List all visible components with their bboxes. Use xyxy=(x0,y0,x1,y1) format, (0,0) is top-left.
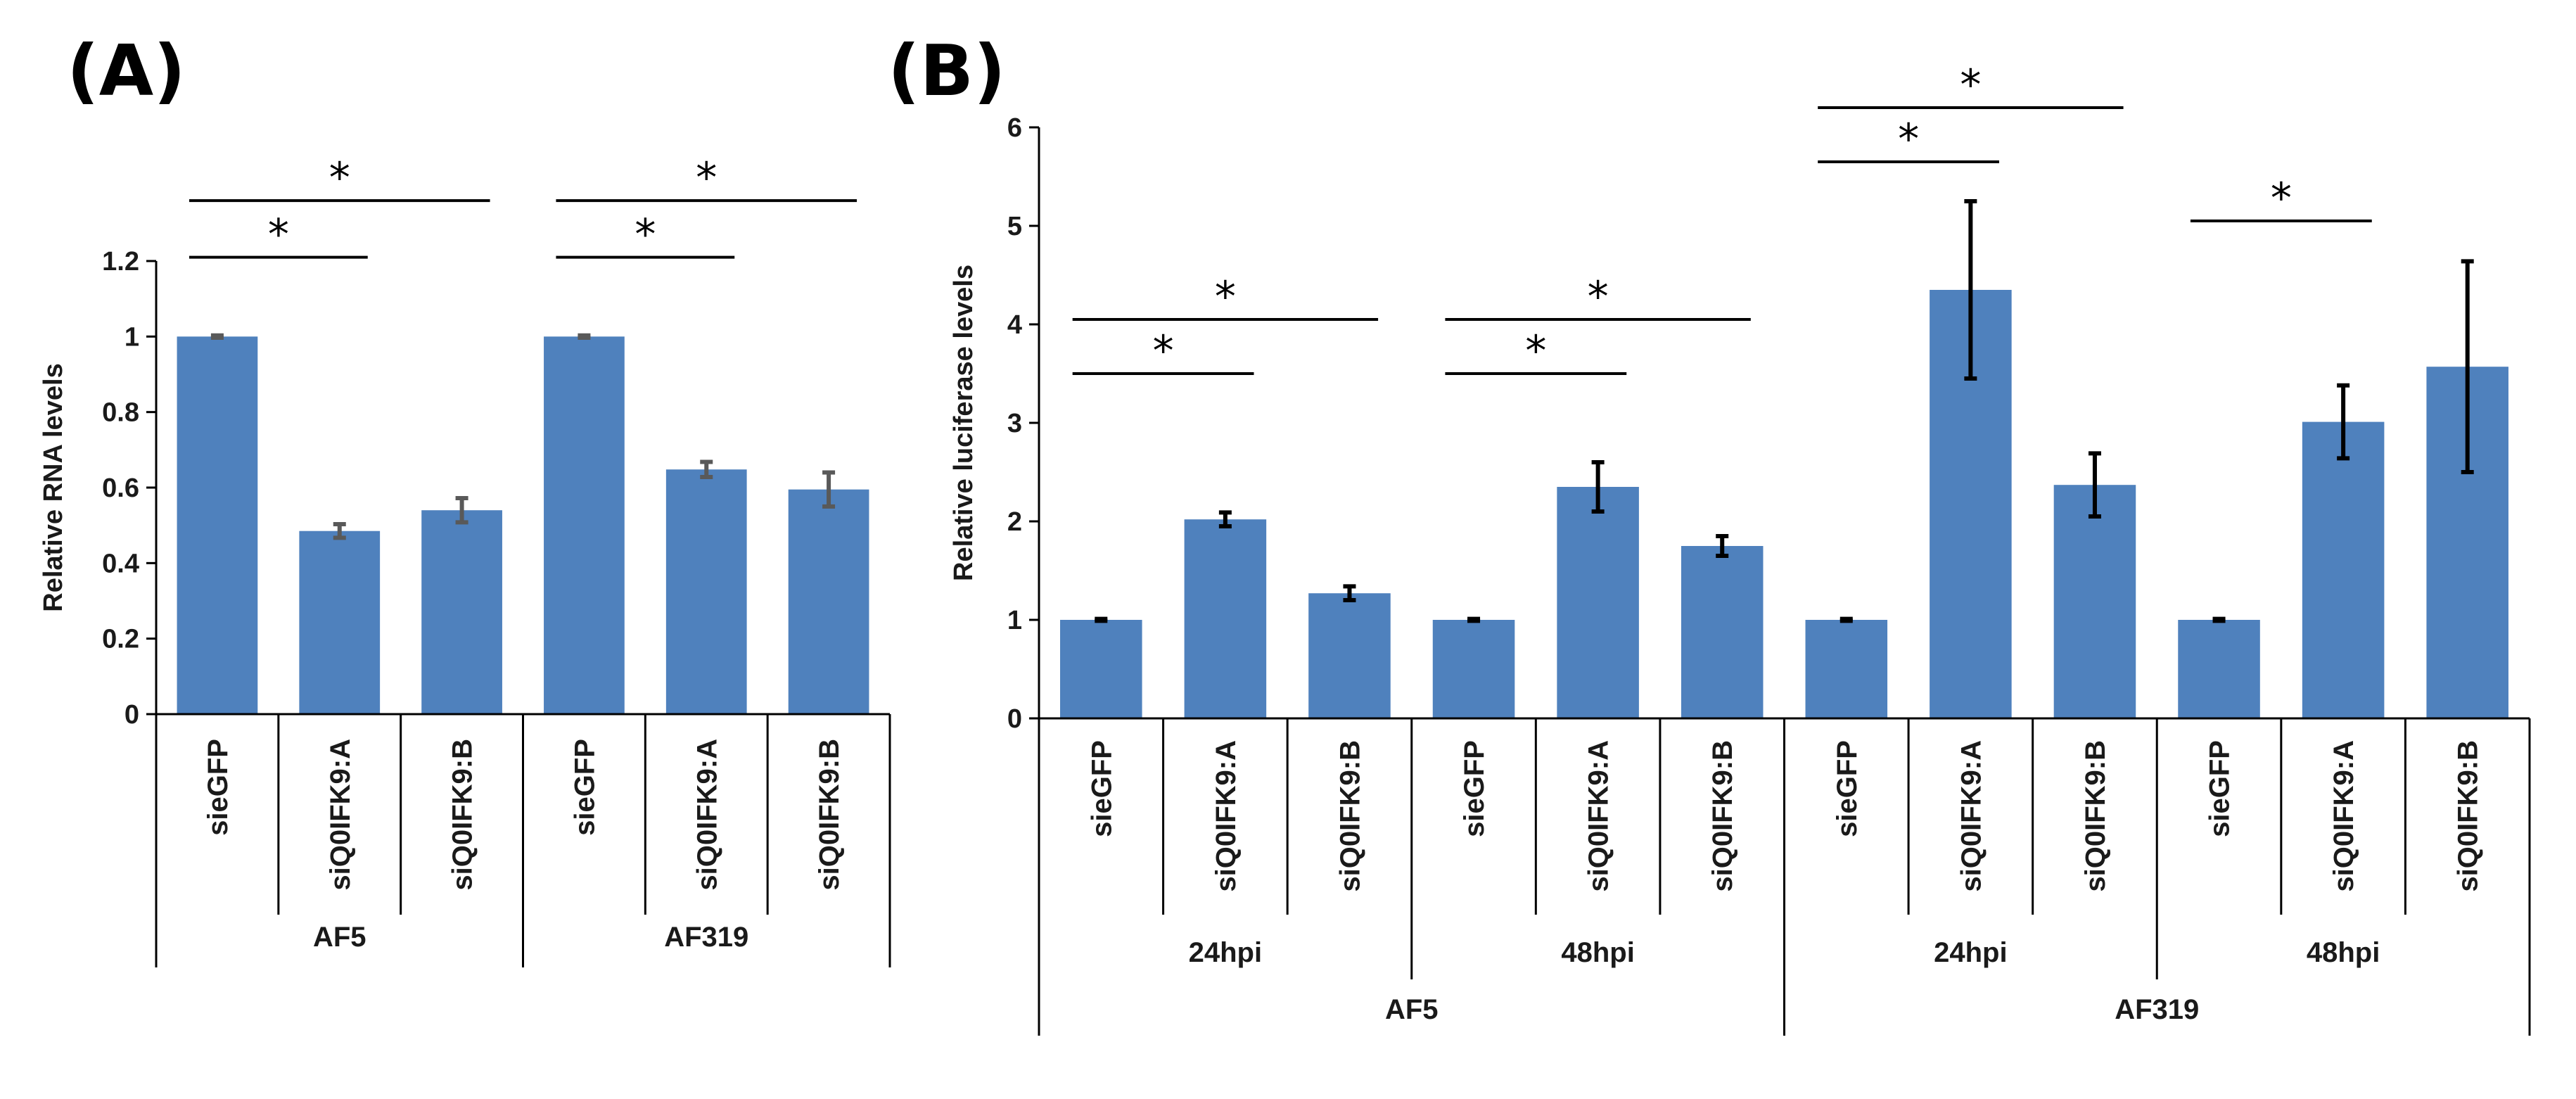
subgroup-label: 48hpi xyxy=(2307,937,2380,968)
group-label: AF5 xyxy=(313,922,366,953)
category-label: siQ0IFK9:A xyxy=(1583,740,1614,892)
bar xyxy=(421,510,502,714)
bar xyxy=(1557,487,1639,718)
y-tick-label: 6 xyxy=(1007,113,1022,143)
y-tick-label: 0.8 xyxy=(102,398,139,428)
significance-star: * xyxy=(1153,326,1174,376)
category-label: sieGFP xyxy=(1086,740,1117,837)
y-tick-label: 0.2 xyxy=(102,625,139,654)
bar xyxy=(1308,593,1391,718)
bar xyxy=(2302,421,2385,718)
y-tick-label: 1 xyxy=(1007,606,1022,635)
category-label: siQ0IFK9:A xyxy=(691,739,722,891)
bar xyxy=(544,336,625,714)
y-tick-label: 2 xyxy=(1007,507,1022,537)
panel-a-chart: (A) Relative RNA levels 0 0.2 0.4 0.6 0.8 1 1.2 s… xyxy=(39,30,891,967)
significance-star: * xyxy=(329,153,350,203)
panel-b-chart: (B) Relative luciferase levels 0 1 2 3 4 5 6 sieG… xyxy=(888,30,2531,1036)
category-label: sieGFP xyxy=(1459,740,1490,837)
bar xyxy=(2053,485,2136,718)
category-label: siQ0IFK9:A xyxy=(1211,740,1242,892)
significance-star: * xyxy=(696,153,717,203)
bar xyxy=(1060,620,1142,718)
bar xyxy=(177,336,258,714)
panel-label: (B) xyxy=(888,30,1006,112)
subgroup-label: 24hpi xyxy=(1934,937,2007,968)
bar xyxy=(1681,546,1764,718)
y-axis-title: Relative RNA levels xyxy=(39,363,68,611)
category-label: siQ0IFK9:A xyxy=(325,739,356,891)
bar xyxy=(1432,620,1515,718)
group-label: AF319 xyxy=(2115,994,2199,1025)
y-tick-label: 0.6 xyxy=(102,474,139,503)
bar xyxy=(1805,620,1888,718)
panel-label: (A) xyxy=(67,30,186,112)
category-label: siQ0IFK9:A xyxy=(1956,740,1987,892)
significance-star: * xyxy=(1898,115,1919,164)
group-label: AF319 xyxy=(664,922,748,953)
y-tick-label: 1 xyxy=(125,322,139,352)
bar xyxy=(2178,620,2260,718)
y-axis-title: Relative luciferase levels xyxy=(949,265,978,581)
y-tick-label: 0.4 xyxy=(102,549,139,578)
category-label: sieGFP xyxy=(1832,740,1863,837)
significance-star: * xyxy=(1215,272,1236,322)
bar xyxy=(299,531,381,714)
category-label: siQ0IFK9:B xyxy=(814,739,845,891)
y-tick-label: 1.2 xyxy=(102,247,139,277)
subgroup-label: 48hpi xyxy=(1561,937,1634,968)
y-tick-label: 4 xyxy=(1007,310,1022,340)
category-label: siQ0IFK9:B xyxy=(1707,740,1738,892)
category-label: siQ0IFK9:B xyxy=(1334,740,1365,892)
category-label: siQ0IFK9:B xyxy=(2453,740,2484,892)
category-label: sieGFP xyxy=(569,739,600,836)
significance-star: * xyxy=(635,210,656,260)
significance-star: * xyxy=(1588,272,1609,322)
group-label: AF5 xyxy=(1385,994,1439,1025)
significance-star: * xyxy=(1960,61,1981,110)
significance-star: * xyxy=(2271,174,2292,223)
subgroup-label: 24hpi xyxy=(1189,937,1262,968)
bar xyxy=(665,469,747,714)
bar xyxy=(788,489,869,714)
y-tick-label: 3 xyxy=(1007,409,1022,438)
y-tick-label: 0 xyxy=(1007,704,1022,734)
category-label: sieGFP xyxy=(203,739,234,836)
bar xyxy=(1184,519,1267,718)
category-label: siQ0IFK9:B xyxy=(447,739,478,891)
category-label: siQ0IFK9:A xyxy=(2328,740,2359,892)
category-label: sieGFP xyxy=(2205,740,2236,837)
category-label: siQ0IFK9:B xyxy=(2080,740,2111,892)
significance-star: * xyxy=(1525,326,1546,376)
significance-star: * xyxy=(268,210,289,260)
y-tick-label: 5 xyxy=(1007,212,1022,241)
y-tick-label: 0 xyxy=(125,700,139,730)
